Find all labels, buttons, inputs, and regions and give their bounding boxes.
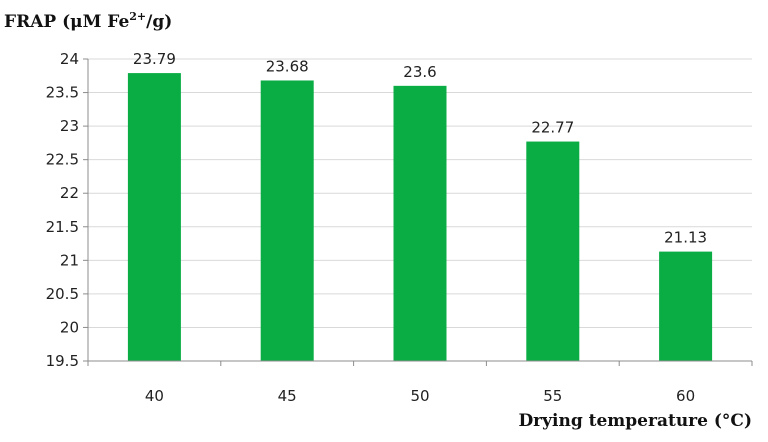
- y-tick-label: 24: [60, 50, 79, 68]
- x-tick-labels: 40 45 50 55 60: [145, 387, 695, 405]
- y-axis-title-main: FRAP (μM Fe: [4, 12, 129, 32]
- bar-55: [526, 141, 580, 361]
- x-tick-label: 45: [278, 387, 297, 405]
- y-tick-label: 19.5: [46, 352, 79, 370]
- x-tick-label: 40: [145, 387, 164, 405]
- bars: [127, 73, 713, 362]
- data-label: 23.68: [266, 57, 309, 75]
- bar-45: [260, 80, 314, 361]
- data-label: 22.77: [531, 119, 574, 137]
- x-axis-title: Drying temperature (°C): [518, 411, 752, 431]
- axes: [83, 58, 753, 366]
- y-tick-label: 23.5: [46, 84, 79, 102]
- y-axis-title: FRAP (μM Fe2+/g): [4, 10, 172, 32]
- bar-60: [659, 251, 713, 361]
- y-tick-label: 20.5: [46, 285, 79, 303]
- data-label: 23.6: [403, 63, 436, 81]
- data-labels: 23.79 23.68 23.6 22.77 21.13: [133, 50, 707, 247]
- y-tick-label: 22: [60, 184, 79, 202]
- x-tick-label: 55: [543, 387, 562, 405]
- y-tick-label: 21: [60, 251, 79, 269]
- y-tick-label: 20: [60, 318, 79, 336]
- bar-50: [393, 85, 447, 361]
- data-label: 23.79: [133, 50, 176, 68]
- y-axis-title-superscript: 2+: [129, 10, 146, 23]
- y-tick-labels: 19.5 20 20.5 21 21.5 22 22.5 23 23.5 24: [46, 50, 79, 370]
- data-label: 21.13: [664, 229, 707, 247]
- y-tick-label: 21.5: [46, 218, 79, 236]
- x-tick-label: 50: [410, 387, 429, 405]
- bar-40: [127, 73, 181, 362]
- x-tick-label: 60: [676, 387, 695, 405]
- y-tick-label: 22.5: [46, 151, 79, 169]
- y-tick-label: 23: [60, 117, 79, 135]
- y-axis-title-tail: /g): [146, 12, 172, 32]
